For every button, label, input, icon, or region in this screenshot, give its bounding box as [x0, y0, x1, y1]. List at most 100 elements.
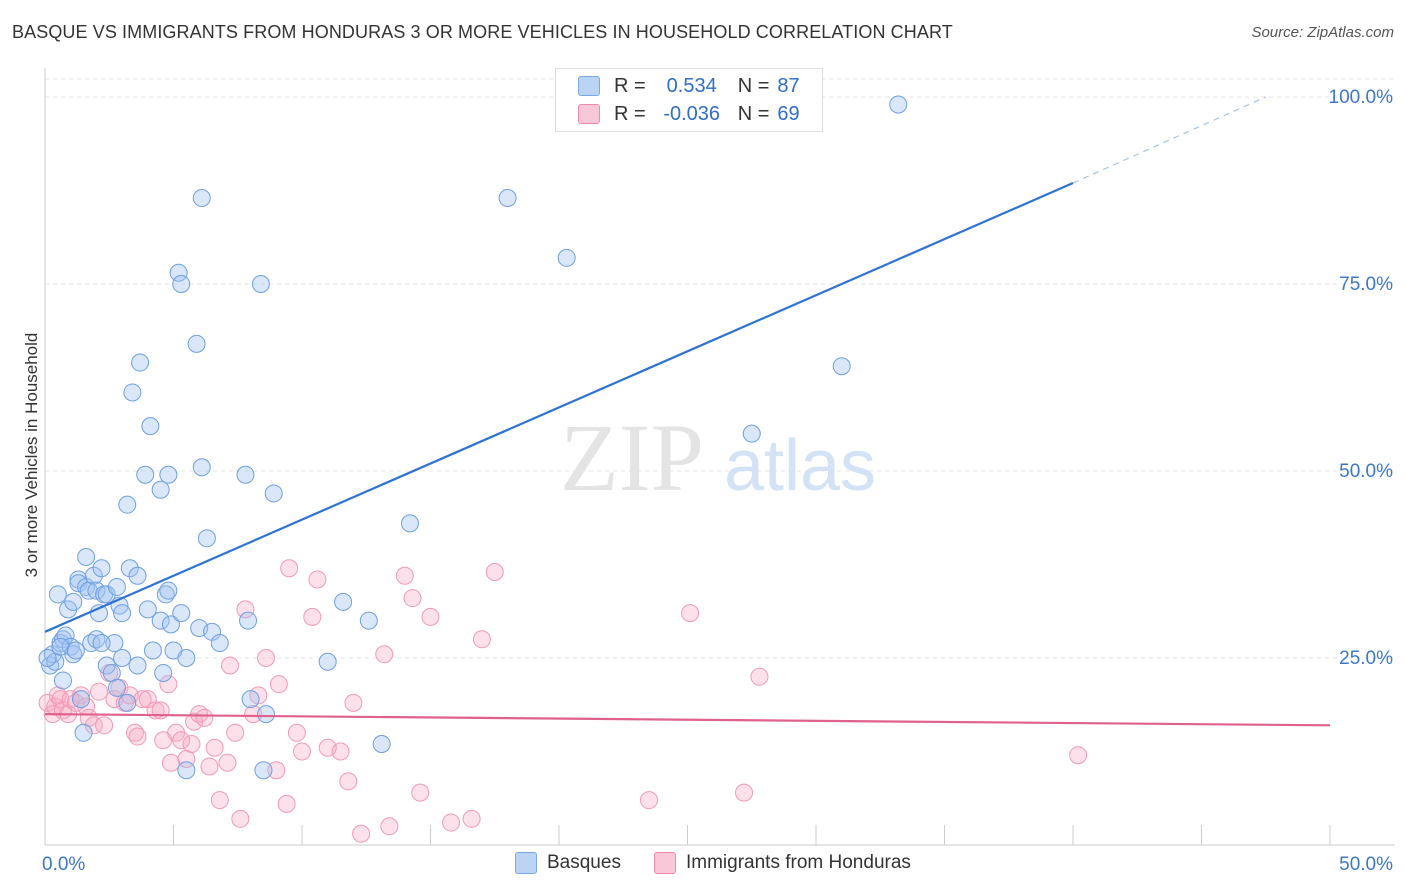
basques-point-51	[161, 615, 180, 634]
y-tick-label-2: 75.0%	[1339, 274, 1393, 295]
honduras-point-27	[159, 675, 178, 694]
basques-point-65	[236, 465, 255, 484]
honduras-point-37	[205, 738, 224, 757]
basques-point-57	[177, 761, 196, 780]
honduras-point-65	[421, 607, 440, 626]
basques-point-85	[92, 634, 111, 653]
basques-point-76	[400, 514, 419, 533]
basques-point-6	[53, 671, 72, 690]
basques-point-40	[131, 353, 150, 372]
honduras-point-46	[257, 649, 276, 667]
trend-lines	[44, 96, 1331, 727]
basques-point-43	[141, 417, 160, 436]
honduras-point-44	[244, 705, 263, 724]
honduras-trend-line	[44, 713, 1331, 727]
basques-point-47	[154, 663, 173, 682]
basques-trend-extension	[1072, 96, 1266, 184]
honduras-point-67	[462, 809, 481, 828]
legend-item-honduras[interactable]: Immigrants from Honduras	[654, 852, 911, 874]
honduras-point-43	[236, 600, 255, 619]
basques-swatch	[578, 76, 600, 96]
basques-point-34	[118, 693, 137, 712]
basques-point-20	[84, 566, 103, 585]
basques-point-3	[48, 585, 67, 604]
legend-swatch-basques	[515, 852, 537, 874]
honduras-point-54	[308, 570, 327, 589]
honduras-point-42	[231, 809, 250, 828]
basques-point-64	[210, 634, 229, 653]
honduras-point-30	[172, 731, 191, 750]
basques-trend-line	[44, 182, 1074, 633]
basques-point-53	[169, 263, 188, 282]
basques-point-44	[143, 641, 162, 660]
basques-point-81	[889, 95, 908, 114]
basques-point-68	[251, 275, 270, 293]
y-tick-label-0: 25.0%	[1339, 648, 1393, 669]
honduras-point-73	[750, 667, 769, 686]
grid-lines	[45, 78, 1395, 659]
honduras-point-21	[128, 727, 147, 746]
honduras-point-56	[331, 742, 350, 761]
basques-point-75	[372, 735, 391, 754]
honduras-point-9	[71, 686, 90, 705]
legend-item-basques[interactable]: Basques	[515, 852, 621, 874]
basques-point-42	[138, 600, 157, 619]
basques-point-45	[151, 611, 170, 630]
basques-point-82	[38, 649, 57, 667]
r-value-basques: 0.534	[666, 74, 717, 97]
y-tick-label-3: 100.0%	[1329, 87, 1394, 108]
stats-row-honduras: R = -0.036 N = 69	[578, 102, 800, 126]
chart-title: BASQUE VS IMMIGRANTS FROM HONDURAS 3 OR …	[12, 22, 953, 42]
honduras-point-28	[161, 753, 180, 772]
honduras-point-72	[735, 783, 754, 802]
honduras-point-62	[395, 566, 414, 585]
basques-point-74	[359, 611, 378, 630]
legend-label-honduras: Immigrants from Honduras	[686, 852, 911, 873]
n-value-honduras: 69	[777, 102, 800, 125]
basques-point-41	[136, 465, 155, 484]
honduras-point-40	[221, 656, 240, 675]
basques-point-14	[71, 690, 90, 709]
honduras-point-51	[287, 723, 306, 742]
basques-point-50	[159, 581, 178, 600]
basques-point-62	[197, 529, 216, 548]
basques-point-84	[66, 641, 85, 660]
basques-point-54	[172, 275, 191, 293]
basques-point-78	[557, 248, 576, 267]
y-tick-label-1: 50.0%	[1339, 461, 1393, 482]
stats-row-basques: R = 0.534 N = 87	[578, 74, 800, 98]
honduras-point-68	[472, 630, 491, 649]
honduras-point-35	[195, 708, 214, 727]
honduras-point-25	[151, 701, 170, 720]
basques-point-15	[74, 723, 93, 742]
basques-point-39	[128, 656, 147, 675]
basques-point-24	[92, 559, 111, 578]
honduras-point-22	[133, 690, 152, 709]
basques-point-80	[832, 357, 851, 376]
basques-point-58	[187, 334, 206, 353]
basques-point-33	[113, 604, 132, 623]
honduras-point-70	[639, 791, 658, 810]
r-value-honduras: -0.036	[663, 102, 721, 125]
honduras-swatch	[578, 104, 600, 124]
x-tick-label-0: 0.0%	[42, 854, 85, 875]
basques-point-7	[56, 626, 75, 645]
honduras-point-4	[51, 690, 70, 709]
legend-label-basques: Basques	[547, 852, 621, 873]
basques-point-37	[123, 383, 142, 402]
honduras-point-64	[411, 783, 430, 802]
basques-point-56	[177, 649, 196, 667]
honduras-point-58	[344, 693, 363, 712]
n-label: N =	[737, 74, 770, 97]
basques-point-73	[334, 592, 353, 611]
honduras-point-60	[375, 645, 394, 664]
watermark-atlas: atlas	[724, 426, 876, 506]
honduras-point-61	[380, 817, 399, 836]
honduras-points	[38, 559, 1088, 843]
basques-point-28	[102, 663, 121, 682]
series-legend: Basques Immigrants from Honduras	[0, 852, 1406, 876]
honduras-point-71	[681, 604, 700, 623]
honduras-point-59	[352, 824, 371, 843]
watermark: ZIP atlas	[560, 404, 876, 511]
